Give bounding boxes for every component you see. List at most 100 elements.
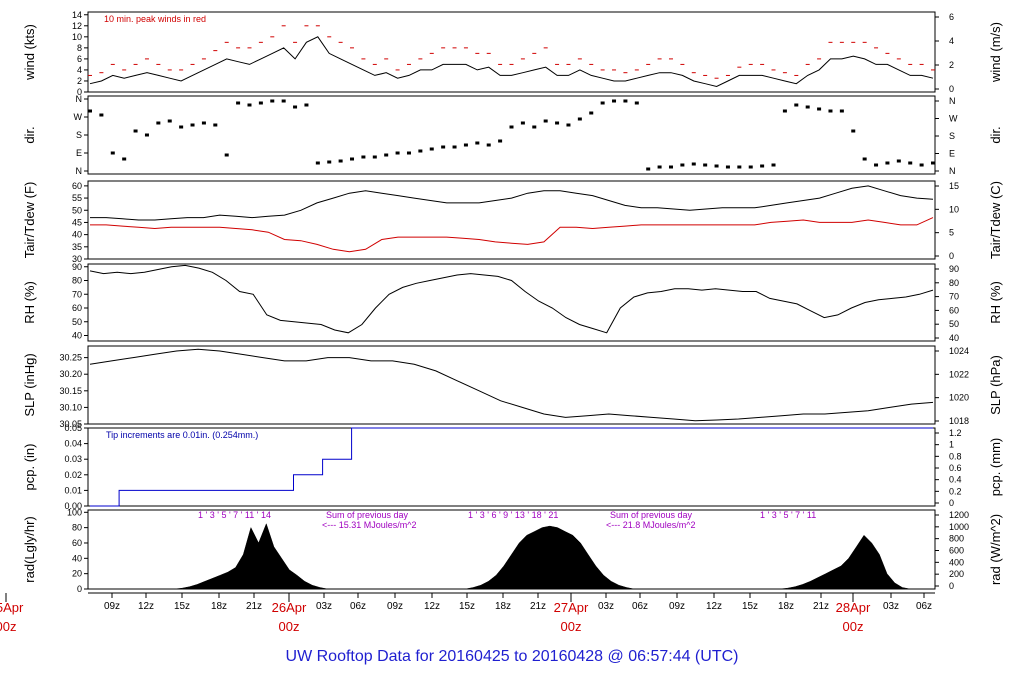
- direction-point: [520, 121, 525, 125]
- x-day-hour-label: 00z: [843, 619, 864, 634]
- y-tick-label-left: 0.00: [64, 501, 82, 511]
- y-tick-label-right: 0.6: [949, 463, 962, 473]
- y-tick-label-left: 80: [72, 523, 82, 533]
- x-tick-label: 18z: [495, 601, 511, 612]
- y-tick-label-left: S: [76, 130, 82, 140]
- direction-point: [874, 163, 879, 167]
- series-line-wind: [89, 36, 934, 88]
- y-tick-label-left: N: [76, 166, 83, 176]
- y-tick-label-left: 12: [72, 21, 82, 31]
- y-tick-label-left: 0: [77, 584, 82, 594]
- direction-point: [304, 103, 309, 107]
- direction-point: [691, 162, 696, 166]
- y-axis-label-right: dir.: [988, 126, 1003, 143]
- y-tick-label-left: 40: [72, 553, 82, 563]
- direction-point: [589, 111, 594, 115]
- direction-point: [133, 129, 138, 133]
- x-axis: 09z 12z 15z 18z 21z 03z 06z 09z 12z 15z 18z 21z 03z 0…: [0, 592, 935, 634]
- direction-point: [851, 129, 856, 133]
- direction-point: [463, 143, 468, 147]
- y-tick-label-right: 0: [949, 581, 954, 591]
- direction-point: [566, 123, 571, 127]
- direction-point: [714, 164, 719, 168]
- panel-frame: [87, 11, 936, 93]
- direction-point: [919, 163, 924, 167]
- x-day-label: 25Apr: [0, 600, 24, 615]
- y-tick-label-left: 40: [72, 331, 82, 341]
- x-tick-label: 03z: [316, 601, 332, 612]
- y-axis-label-right: Tair/Tdew (C): [988, 181, 1003, 259]
- x-tick-label: 18z: [778, 601, 794, 612]
- x-tick-label: 21z: [530, 601, 546, 612]
- direction-point: [680, 163, 685, 167]
- x-tick-label: 12z: [138, 601, 154, 612]
- x-day-hour-label: 00z: [561, 619, 582, 634]
- y-tick-label-left: 6: [77, 54, 82, 64]
- direction-point: [429, 147, 434, 151]
- x-tick-label: 06z: [916, 601, 932, 612]
- y-tick-label-left: W: [74, 112, 83, 122]
- direction-point: [201, 121, 206, 125]
- radiation-annotation: <--- 21.8 MJoules/m^2: [606, 520, 696, 530]
- panel-7: 020406080100020040060080010001200rad(Lgl…: [22, 507, 1003, 594]
- direction-point: [258, 101, 263, 105]
- y-tick-label-left: 80: [72, 276, 82, 286]
- y-tick-label-right: 0.4: [949, 475, 962, 485]
- panel-note: 10 min. peak winds in red: [104, 14, 206, 24]
- panel-frame: [87, 263, 936, 342]
- y-tick-label-right: 0: [949, 84, 954, 94]
- panel-frame: [87, 345, 936, 425]
- direction-point: [224, 153, 229, 157]
- y-axis-label-left: rad(Lgly/hr): [22, 516, 37, 582]
- direction-point: [817, 107, 822, 111]
- direction-point: [372, 155, 377, 159]
- y-tick-label-left: 8: [77, 43, 82, 53]
- direction-point: [452, 145, 457, 149]
- y-tick-label-right: 0.8: [949, 451, 962, 461]
- y-tick-label-left: 0.02: [64, 470, 82, 480]
- direction-point: [885, 161, 890, 165]
- x-tick-label: 15z: [174, 601, 190, 612]
- direction-point: [441, 145, 446, 149]
- y-tick-label-right: 50: [949, 319, 959, 329]
- y-tick-label-left: 60: [72, 538, 82, 548]
- direction-point: [350, 157, 355, 161]
- y-tick-label-right: 5: [949, 228, 954, 238]
- y-tick-label-right: 0: [949, 498, 954, 508]
- y-tick-label-right: 4: [949, 36, 954, 46]
- y-tick-label-left: 55: [72, 193, 82, 203]
- y-axis-label-left: Tair/Tdew (F): [22, 182, 37, 259]
- y-tick-label-left: 30.10: [59, 402, 82, 412]
- y-tick-label-left: N: [76, 94, 83, 104]
- y-tick-label-right: 1020: [949, 393, 969, 403]
- direction-point: [908, 161, 913, 165]
- y-tick-label-right: 1018: [949, 416, 969, 426]
- y-tick-label-left: 35: [72, 242, 82, 252]
- direction-point: [828, 109, 833, 113]
- y-tick-label-left: 4: [77, 65, 82, 75]
- y-tick-label-left: 40: [72, 230, 82, 240]
- y-tick-label-left: 30: [72, 254, 82, 264]
- x-tick-label: 03z: [598, 601, 614, 612]
- radiation-annotation: <--- 15.31 MJoules/m^2: [322, 520, 417, 530]
- direction-point: [361, 155, 366, 159]
- direction-point: [88, 109, 92, 113]
- y-tick-label-right: N: [949, 96, 956, 106]
- y-tick-label-left: 30.20: [59, 369, 82, 379]
- direction-point: [418, 149, 423, 153]
- y-axis-label-right: RH (%): [988, 281, 1003, 324]
- direction-point: [634, 101, 639, 105]
- x-tick-label: 21z: [813, 601, 829, 612]
- y-tick-label-left: 45: [72, 217, 82, 227]
- y-tick-label-right: 70: [949, 292, 959, 302]
- y-tick-label-right: 1024: [949, 346, 969, 356]
- x-tick-label: 21z: [246, 601, 262, 612]
- radiation-annotation: 1 ' 3 ' 5 ' 7 ' 11 ' 14: [198, 510, 271, 520]
- direction-point: [532, 125, 537, 129]
- direction-point: [315, 161, 320, 165]
- direction-point: [270, 99, 275, 103]
- y-tick-label-left: 100: [67, 507, 82, 517]
- series-line-tair: [90, 185, 934, 221]
- x-tick-label: 12z: [706, 601, 722, 612]
- y-tick-label-left: 0.03: [64, 454, 82, 464]
